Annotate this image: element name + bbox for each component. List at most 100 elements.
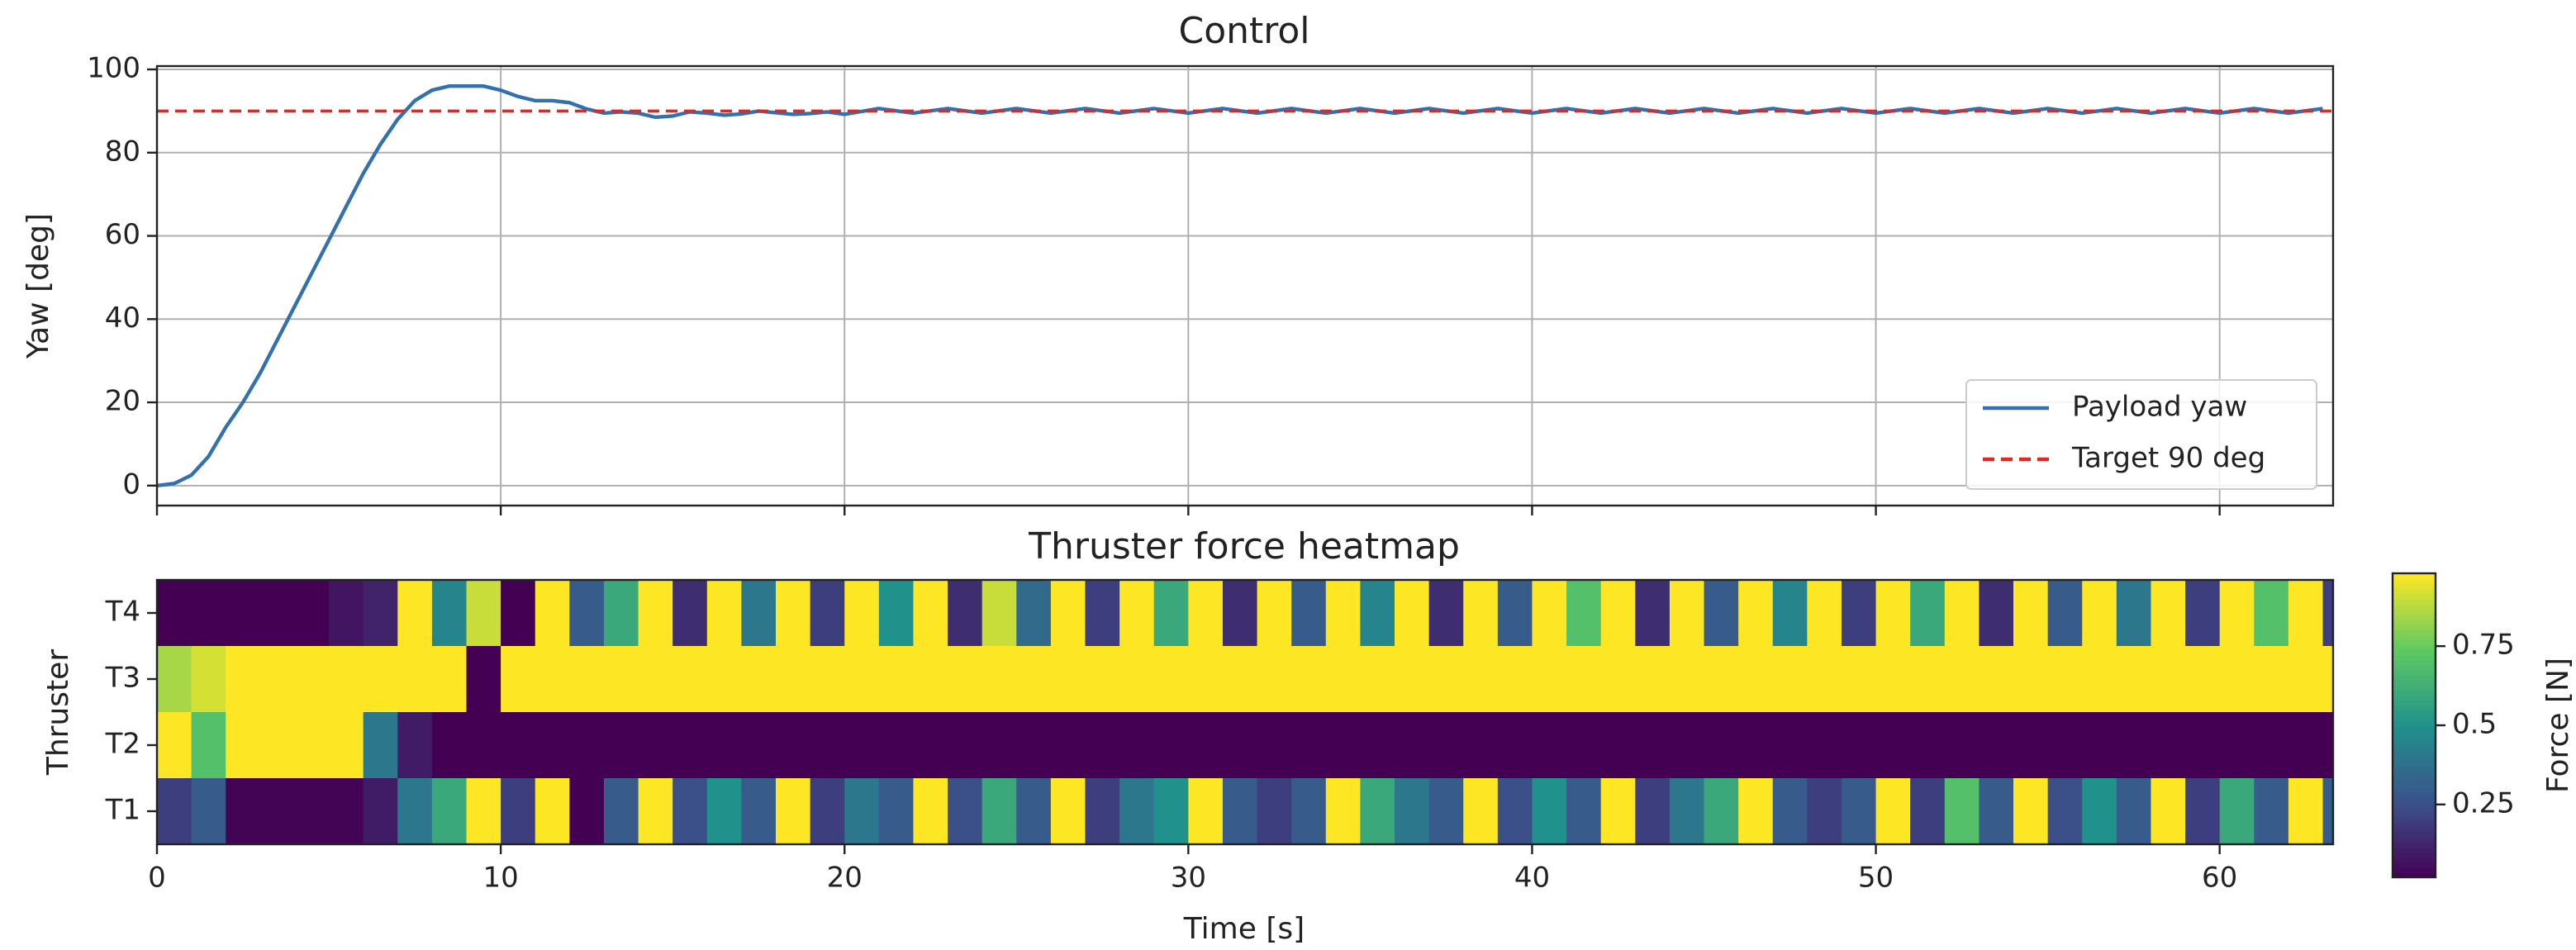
heatmap-cell	[638, 778, 673, 844]
heatmap-cell	[706, 778, 743, 844]
colorbar-segment	[2393, 811, 2436, 818]
heatmap-cell	[2151, 778, 2186, 844]
heatmap-cell	[1153, 580, 1190, 646]
heatmap-cell	[2185, 712, 2221, 778]
heatmap-cell	[1257, 712, 1292, 778]
heatmap-cell	[501, 646, 536, 712]
heatmap-cell	[2322, 778, 2334, 844]
colorbar-segment	[2393, 781, 2436, 787]
y-tick-label: 20	[105, 385, 140, 418]
heatmap-cell	[810, 646, 846, 712]
colorbar-segment	[2393, 857, 2436, 863]
x-tick-label: 20	[827, 862, 863, 895]
y-tick-label: T3	[105, 662, 140, 695]
heatmap-cell	[1669, 646, 1705, 712]
heatmap-cell	[157, 778, 192, 844]
colorbar-segment	[2393, 629, 2436, 635]
heatmap-cell	[501, 712, 536, 778]
heatmap-cell	[741, 580, 777, 646]
heatmap-cell	[2322, 580, 2334, 646]
heatmap-cell	[706, 712, 743, 778]
heatmap-cell	[1257, 646, 1292, 712]
heatmap-cell	[948, 778, 983, 844]
heatmap-cell	[1807, 646, 1842, 712]
heatmap-cell	[603, 580, 639, 646]
heatmap-cell	[981, 580, 1018, 646]
heatmap-cell	[1669, 580, 1705, 646]
heatmap-cell	[2288, 646, 2324, 712]
heatmap-cell	[706, 580, 743, 646]
heatmap-cell	[1979, 778, 2014, 844]
heatmap-cell	[913, 646, 948, 712]
heatmap-cell	[1600, 646, 1637, 712]
colorbar-segment	[2393, 852, 2436, 858]
heatmap-cell	[844, 580, 880, 646]
colorbar-segment	[2393, 715, 2436, 721]
heatmap-cell	[673, 712, 708, 778]
heatmap-cell	[569, 646, 605, 712]
colorbar-segment	[2393, 750, 2436, 757]
heatmap-cell	[878, 580, 915, 646]
heatmap-cell	[1257, 580, 1292, 646]
heatmap-cell	[2322, 712, 2334, 778]
colorbar-segment	[2393, 598, 2436, 605]
heatmap-cell	[1979, 646, 2014, 712]
y-tick-label: T1	[105, 794, 140, 827]
heatmap-cell	[2047, 712, 2084, 778]
colorbar-segment	[2393, 659, 2436, 666]
heatmap-cell	[741, 778, 777, 844]
colorbar-segment	[2393, 842, 2436, 848]
heatmap-cell	[294, 712, 330, 778]
heatmap-cell	[157, 712, 192, 778]
colorbar-segment	[2393, 634, 2436, 640]
heatmap-cell	[1532, 712, 1567, 778]
heatmap-cell	[1291, 646, 1327, 712]
heatmap-cell	[191, 646, 227, 712]
heatmap-cell	[501, 580, 536, 646]
x-tick-label: 0	[148, 862, 166, 895]
y-tick-label: T4	[105, 596, 140, 629]
heatmap-cell	[535, 778, 571, 844]
heatmap-cell	[2219, 580, 2255, 646]
heatmap-cell	[259, 778, 296, 844]
heatmap-cell	[1807, 778, 1842, 844]
heatmap-cell	[191, 712, 227, 778]
colorbar-segment	[2393, 603, 2436, 610]
colorbar-segment	[2393, 796, 2436, 802]
y-axis-label: Thruster	[41, 649, 75, 776]
y-tick-label: 60	[105, 218, 140, 251]
chart-title: Control	[1178, 10, 1309, 52]
heatmap-cell	[1325, 712, 1362, 778]
colorbar-segment	[2393, 720, 2436, 726]
colorbar-label: Force [N]	[2541, 658, 2575, 793]
heatmap-cell	[329, 778, 364, 844]
y-tick-label: 100	[87, 52, 140, 85]
heatmap-cell	[1875, 778, 1911, 844]
heatmap-cell	[226, 580, 261, 646]
heatmap-cell	[1910, 712, 1946, 778]
heatmap-cell	[2254, 580, 2289, 646]
colorbar-segment	[2393, 639, 2436, 645]
heatmap-cell	[259, 580, 296, 646]
heatmap-cell	[431, 580, 468, 646]
heatmap-cell	[2219, 646, 2255, 712]
heatmap-cell	[1016, 712, 1052, 778]
y-tick-label: 0	[122, 468, 140, 501]
colorbar-segment	[2393, 669, 2436, 676]
heatmap-cell	[1910, 778, 1946, 844]
colorbar-segment	[2393, 705, 2436, 711]
axes-frame	[155, 64, 2335, 507]
heatmap-cell	[2116, 646, 2152, 712]
colorbar-tick-label: 0.5	[2452, 708, 2497, 741]
heatmap-cell	[878, 778, 915, 844]
heatmap-cell	[329, 712, 364, 778]
heatmap-cell	[776, 778, 811, 844]
heatmap-cell	[1704, 580, 1739, 646]
y-axis-label: Yaw [deg]	[21, 213, 55, 359]
heatmap-cell	[1944, 778, 1980, 844]
colorbar-segment	[2393, 806, 2436, 813]
y-tick-label: 40	[105, 302, 140, 335]
heatmap-cell	[1772, 646, 1808, 712]
y-tick-label: 80	[105, 135, 140, 168]
